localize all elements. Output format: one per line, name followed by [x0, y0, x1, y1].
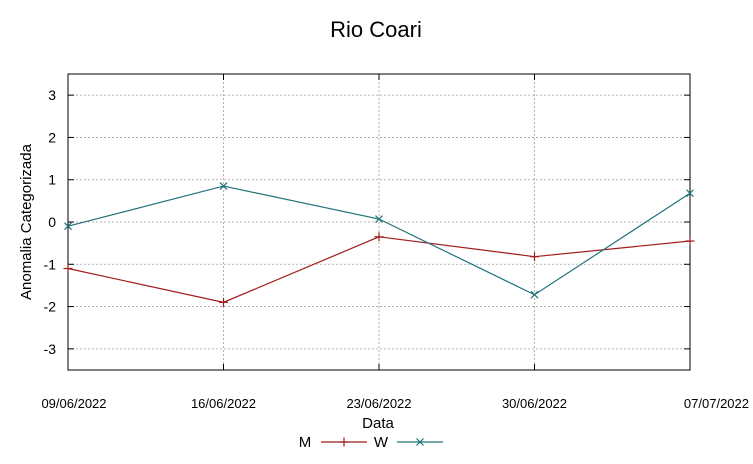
legend-label: W — [374, 434, 389, 451]
y-tick-label: 2 — [48, 129, 56, 145]
x-axis-ticks: 09/06/2022 16/06/2022 23/06/2022 30/06/2022… — [41, 74, 749, 411]
data-point-m — [219, 297, 228, 307]
x-axis-label: Data — [362, 415, 394, 432]
data-point-w — [375, 215, 383, 223]
data-point-m — [374, 232, 384, 242]
x-tick-label: 23/06/2022 — [346, 396, 411, 411]
legend-label: M — [299, 434, 312, 451]
y-tick-label: 1 — [48, 172, 56, 188]
data-point-m — [685, 236, 695, 246]
data-point-w — [530, 290, 539, 299]
y-tick-label: -3 — [44, 341, 57, 357]
data-point-w — [219, 182, 228, 190]
x-tick-label: 30/06/2022 — [502, 396, 567, 411]
legend-swatch-marker — [339, 437, 349, 447]
data-point-m — [530, 252, 539, 262]
chart-title: Rio Coari — [330, 17, 422, 42]
y-tick-label: 0 — [48, 214, 56, 230]
series-lines — [63, 182, 695, 307]
legend-item-m: M — [299, 434, 367, 451]
x-tick-label: 09/06/2022 — [41, 396, 106, 411]
x-tick-label: 16/06/2022 — [191, 396, 256, 411]
y-axis-label: Anomalia Categorizada — [18, 143, 35, 300]
y-axis-ticks: 3 2 1 0 -1 -2 -3 — [44, 87, 690, 357]
legend-item-w: W — [374, 434, 443, 451]
y-tick-label: -2 — [44, 299, 57, 315]
x-tick-label: 07/07/2022 — [684, 396, 749, 411]
grid-lines — [67, 74, 691, 370]
data-point-m — [63, 264, 73, 274]
data-point-w — [64, 222, 72, 231]
y-tick-label: 3 — [48, 87, 56, 103]
data-point-w — [686, 189, 694, 198]
legend-swatch-marker — [416, 438, 424, 446]
y-tick-label: -1 — [44, 256, 57, 272]
